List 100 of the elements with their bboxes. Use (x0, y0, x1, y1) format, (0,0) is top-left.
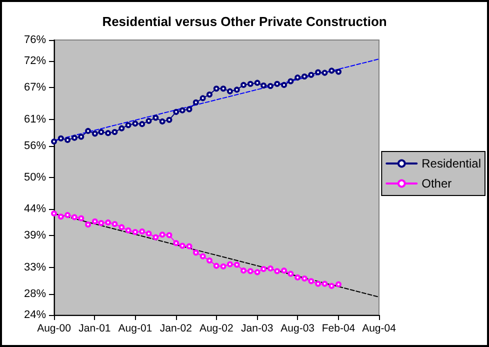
x-tick-label: Jan-03 (241, 322, 274, 334)
y-tick-label: 76% (24, 34, 46, 46)
point (186, 243, 192, 250)
point (51, 138, 57, 145)
x-tick-label: Jan-02 (160, 322, 192, 334)
point (206, 258, 212, 264)
point (322, 280, 328, 287)
point (166, 232, 172, 238)
x-tick-label: Jan-01 (78, 322, 111, 334)
point (139, 121, 146, 128)
point (336, 68, 342, 75)
point (213, 86, 220, 92)
point (146, 118, 152, 124)
point (267, 83, 274, 90)
point (85, 222, 92, 228)
point (179, 107, 186, 114)
point (159, 232, 166, 238)
x-tick-label: Aug-00 (37, 322, 72, 334)
point (58, 214, 64, 220)
point (92, 130, 98, 137)
point (260, 82, 267, 88)
point (58, 135, 64, 142)
point (267, 265, 274, 272)
x-tick-label: Aug-02 (199, 322, 234, 334)
point (132, 120, 138, 127)
point (105, 130, 112, 136)
chart-title: Residential versus Other Private Construction (102, 14, 387, 29)
x-tick-label: Feb-04 (322, 322, 356, 334)
y-tick-label: 24% (24, 309, 46, 321)
point (98, 129, 104, 136)
point (308, 72, 314, 78)
point (234, 262, 240, 268)
point (118, 224, 125, 230)
y-tick-label: 72% (24, 55, 46, 68)
point (301, 73, 308, 80)
point (260, 266, 267, 272)
point (125, 122, 132, 128)
y-tick-label: 67% (24, 82, 46, 94)
point (315, 280, 322, 287)
point (192, 99, 199, 106)
point (64, 136, 71, 143)
y-tick-label: 39% (24, 230, 46, 242)
y-tick-label: 56% (24, 140, 46, 152)
y-tick-label: 44% (24, 203, 46, 216)
point (200, 95, 206, 102)
point (139, 228, 146, 234)
point (146, 230, 152, 237)
x-tick-label: Aug-03 (280, 322, 315, 334)
point (240, 82, 247, 88)
point (294, 74, 301, 81)
point (226, 88, 233, 94)
point (281, 268, 288, 274)
x-tick-label: Aug-04 (362, 322, 396, 334)
point (322, 70, 328, 76)
y-tick-label: 61% (24, 113, 46, 126)
point (254, 269, 260, 276)
point (254, 80, 260, 86)
point (112, 221, 118, 228)
point (328, 68, 335, 74)
point (125, 227, 132, 234)
point (118, 125, 125, 132)
point (105, 219, 112, 226)
point (247, 268, 254, 274)
point (85, 128, 92, 134)
point (71, 214, 78, 220)
point (186, 106, 192, 112)
point (294, 274, 301, 280)
point (281, 82, 288, 88)
legend-label: Residential (422, 156, 482, 170)
y-tick-label: 50% (24, 172, 46, 184)
point (274, 80, 280, 87)
point (288, 270, 294, 277)
point (78, 215, 84, 222)
point (166, 116, 172, 123)
point (226, 261, 233, 268)
point (192, 250, 199, 256)
point (152, 114, 159, 121)
point (213, 262, 220, 269)
point (200, 253, 206, 260)
point (274, 268, 280, 274)
point (173, 108, 180, 115)
point (315, 69, 322, 76)
point (308, 278, 314, 284)
point (71, 134, 78, 141)
point (51, 210, 57, 216)
point (98, 220, 104, 226)
point (64, 212, 71, 218)
point (220, 263, 226, 270)
y-tick-label: 28% (24, 288, 46, 300)
point (220, 86, 226, 92)
point (240, 268, 247, 274)
point (247, 80, 254, 87)
x-tick-label: Aug-01 (118, 322, 152, 334)
point (112, 129, 118, 136)
point (179, 242, 186, 249)
point (234, 86, 240, 93)
point (173, 240, 180, 246)
legend-label: Other (422, 176, 452, 190)
point (159, 118, 166, 124)
point (152, 234, 159, 240)
